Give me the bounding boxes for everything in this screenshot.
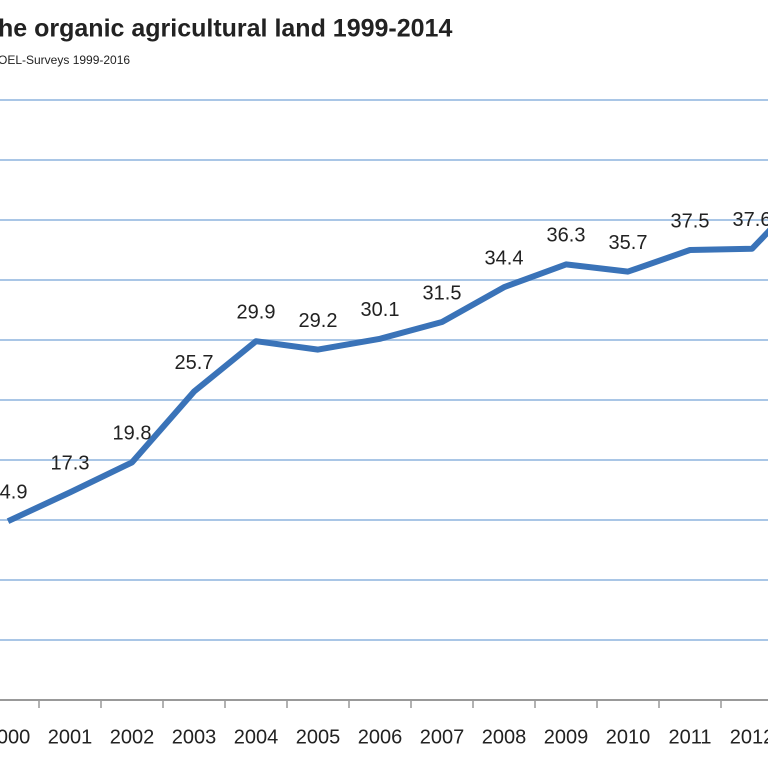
data-line xyxy=(6,227,768,524)
x-tick-label: 2004 xyxy=(234,726,279,748)
data-label: 35.7 xyxy=(609,232,648,254)
x-tick-label: 2006 xyxy=(358,726,403,748)
data-label: 36.3 xyxy=(547,225,586,247)
x-tick-label: 2011 xyxy=(668,726,711,748)
chart-title: he organic agricultural land 1999-2014 xyxy=(0,15,452,43)
x-tick-label: 2010 xyxy=(606,726,651,748)
data-label: 19.8 xyxy=(113,423,152,445)
x-tick-label: 2002 xyxy=(110,726,155,748)
data-label: 37.5 xyxy=(671,210,710,232)
data-label: 25.7 xyxy=(175,352,214,374)
x-tick-label: 2008 xyxy=(482,726,527,748)
data-label: 31.5 xyxy=(423,282,462,304)
data-label: 30.1 xyxy=(361,299,400,321)
data-label: 34.4 xyxy=(485,247,524,269)
x-tick-label: 2001 xyxy=(48,726,93,748)
data-label: 29.9 xyxy=(237,301,276,323)
data-label: 17.3 xyxy=(51,453,90,475)
data-label: 14.9 xyxy=(0,481,27,503)
data-label: 37.6 xyxy=(733,209,768,231)
x-tick-label: 2005 xyxy=(296,726,341,748)
x-tick-label: 2000 xyxy=(0,726,30,748)
x-tick-label: 2012 xyxy=(730,726,768,748)
x-tick-label: 2003 xyxy=(172,726,217,748)
x-tick-label: 2009 xyxy=(544,726,589,748)
x-tick-label: 2007 xyxy=(420,726,465,748)
chart-subtitle: OEL-Surveys 1999-2016 xyxy=(0,53,130,67)
data-label: 29.2 xyxy=(299,310,338,332)
